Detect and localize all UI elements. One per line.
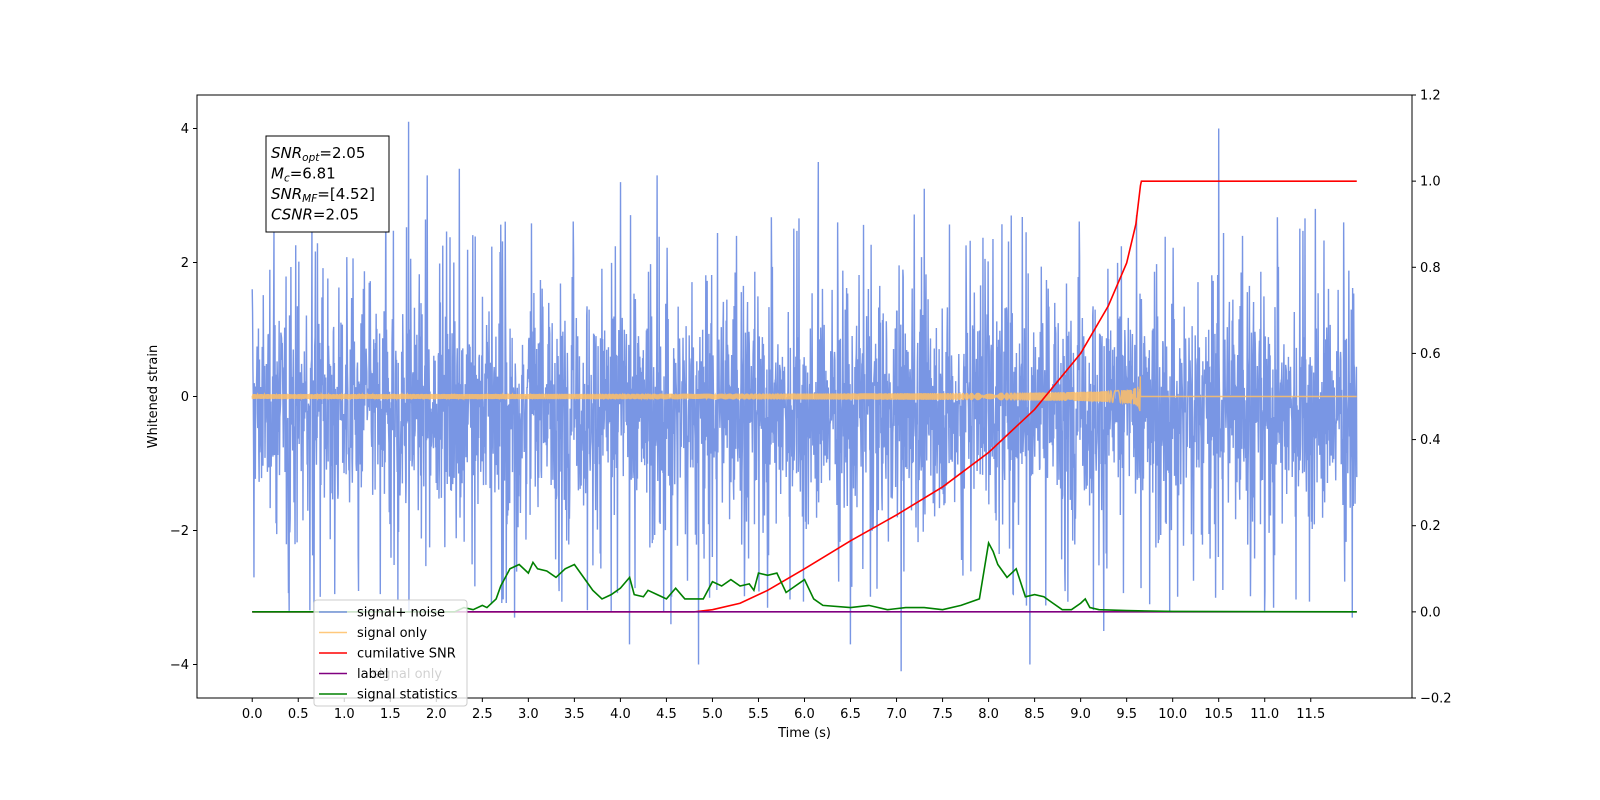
x-tick-label: 0.0 [242, 707, 263, 722]
y-tick-label: 4 [181, 122, 189, 137]
annotation-line: SNRopt=2.05 [271, 144, 365, 164]
y-tick-label: −2 [170, 524, 189, 539]
x-tick-label: 0.5 [288, 707, 309, 722]
y2-tick-label: 1.0 [1420, 175, 1441, 190]
cumilative-snr-line [252, 180, 1357, 613]
y-tick-label: 0 [181, 390, 189, 405]
x-tick-label: 7.5 [932, 707, 953, 722]
legend-label: label [357, 667, 388, 682]
y-tick-label: −4 [170, 658, 189, 673]
y2-tick-label: 0.2 [1420, 519, 1441, 534]
x-tick-label: 11.5 [1296, 707, 1325, 722]
x-axis: 0.0 0.5 1.0 1.5 2.0 2.5 3.0 3.5 4.0 4.5 5.0 5.5 6.0 6… [242, 698, 1325, 722]
y-axis-label: Whitened strain [146, 345, 161, 448]
x-tick-label: 11.0 [1250, 707, 1279, 722]
y2-tick-label: 0.4 [1420, 433, 1441, 448]
legend-overlap-text: signal only [372, 667, 442, 682]
x-tick-label: 2.5 [472, 707, 493, 722]
x-tick-label: 4.5 [656, 707, 677, 722]
plot-area [251, 121, 1358, 672]
annotation-line: CSNR=2.05 [271, 206, 359, 224]
y-axis-left: −4 −2 0 2 4 [170, 122, 197, 673]
x-tick-label: 9.5 [1116, 707, 1137, 722]
x-tick-label: 3.5 [564, 707, 585, 722]
annotation-line: Mc=6.81 [271, 165, 336, 185]
y2-tick-label: 1.2 [1420, 89, 1441, 104]
y2-tick-label: 0.0 [1420, 605, 1441, 620]
y2-tick-label: −0.2 [1420, 692, 1452, 707]
x-axis-label: Time (s) [777, 726, 831, 741]
legend-label: signal statistics [357, 688, 458, 703]
legend-frame [313, 599, 468, 707]
legend-label: signal+ noise [357, 606, 445, 621]
y2-tick-label: 0.8 [1420, 261, 1441, 276]
x-tick-label: 8.5 [1024, 707, 1045, 722]
x-tick-label: 6.0 [794, 707, 815, 722]
x-tick-label: 8.0 [978, 707, 999, 722]
y-axis-right: −0.2 0.0 0.2 0.4 0.6 0.8 1.0 1.2 [1412, 89, 1452, 707]
x-tick-label: 1.0 [334, 707, 355, 722]
legend-label: signal only [357, 626, 427, 641]
annotation-line: SNRMF=[4.52] [271, 185, 375, 205]
x-tick-label: 1.5 [380, 707, 401, 722]
y-tick-label: 2 [181, 256, 189, 271]
x-tick-label: 4.0 [610, 707, 631, 722]
signal-only-line [251, 376, 1357, 412]
x-tick-label: 5.5 [748, 707, 769, 722]
legend-label: cumilative SNR [357, 647, 456, 662]
x-tick-label: 10.0 [1158, 707, 1187, 722]
x-tick-label: 7.0 [886, 707, 907, 722]
x-tick-label: 2.0 [426, 707, 447, 722]
annotation-frame [265, 135, 390, 233]
signal-statistics-line [252, 540, 1357, 613]
x-tick-label: 5.0 [702, 707, 723, 722]
x-tick-label: 3.0 [518, 707, 539, 722]
x-tick-label: 10.5 [1204, 707, 1233, 722]
legend: signal+ noise signal only cumilative SNR la… [313, 599, 468, 707]
y2-tick-label: 0.6 [1420, 347, 1441, 362]
x-tick-label: 9.0 [1070, 707, 1091, 722]
signal-noise-line [251, 121, 1358, 672]
x-tick-label: 6.5 [840, 707, 861, 722]
